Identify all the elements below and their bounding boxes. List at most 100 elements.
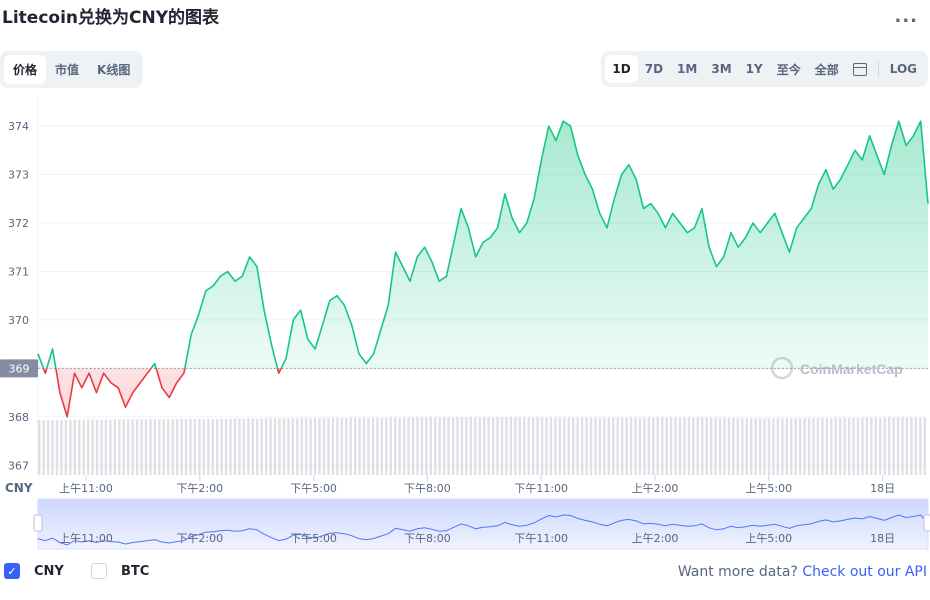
volume-bar xyxy=(224,418,228,475)
range-1m[interactable]: 1M xyxy=(677,62,698,76)
volume-bar xyxy=(758,418,762,475)
volume-bar xyxy=(549,417,553,475)
data-point xyxy=(395,251,396,252)
navigator-tick-label: 上午2:00 xyxy=(632,532,679,545)
volume-bar xyxy=(887,417,891,475)
volume-bar xyxy=(247,418,250,475)
data-point xyxy=(482,242,483,243)
range-ytd[interactable]: 至今 xyxy=(776,62,801,77)
volume-bar xyxy=(856,417,860,475)
volume-bar xyxy=(732,417,735,475)
area-fill-down xyxy=(38,368,928,417)
volume-bar xyxy=(402,417,406,475)
data-point xyxy=(906,145,907,146)
volume-bar xyxy=(656,417,659,475)
data-point xyxy=(227,271,228,272)
data-point xyxy=(154,363,155,364)
y-tick-label: 373 xyxy=(8,169,29,182)
range-1d[interactable]: 1D xyxy=(605,55,638,83)
volume-bar xyxy=(674,417,677,475)
volume-bar xyxy=(852,417,855,475)
tab-market-cap[interactable]: 市值 xyxy=(55,63,80,77)
volume-bar xyxy=(892,417,895,475)
volume-bar xyxy=(647,417,651,475)
volume-bar xyxy=(629,417,633,475)
view-toggle: 价格 市值 K线图 xyxy=(0,51,144,88)
volume-bar xyxy=(300,418,303,475)
range-3m[interactable]: 3M xyxy=(711,62,732,76)
data-point xyxy=(745,237,746,238)
volume-bar xyxy=(91,419,94,475)
checkbox-checked-icon[interactable]: ✓ xyxy=(4,563,20,579)
navigator-line xyxy=(37,514,929,546)
data-point xyxy=(920,121,921,122)
volume-bar xyxy=(483,417,486,475)
data-point xyxy=(504,193,505,194)
api-link[interactable]: Check out our API xyxy=(802,564,927,580)
range-7d[interactable]: 7D xyxy=(644,62,664,76)
tab-price[interactable]: 价格 xyxy=(4,55,47,84)
volume-bar xyxy=(69,419,72,475)
volume-bar xyxy=(109,419,112,475)
data-point xyxy=(687,232,688,233)
data-point xyxy=(322,324,323,325)
data-point xyxy=(45,373,46,374)
tab-candlestick[interactable]: K线图 xyxy=(97,63,131,77)
volume-bar xyxy=(305,418,308,475)
volume-bar xyxy=(816,417,820,475)
data-point xyxy=(205,290,206,291)
data-point xyxy=(336,295,337,296)
legend-btc[interactable]: BTC xyxy=(91,563,149,579)
volume-bar xyxy=(162,419,165,475)
data-point xyxy=(541,159,542,160)
x-tick-label: 上午11:00 xyxy=(59,482,113,495)
volume-bar xyxy=(407,417,410,475)
range-all[interactable]: 全部 xyxy=(814,62,839,77)
checkbox-unchecked-icon[interactable] xyxy=(91,563,107,579)
volume-bar xyxy=(442,417,446,475)
volume-bar xyxy=(625,417,628,475)
data-point xyxy=(264,310,265,311)
volume-bar xyxy=(576,417,579,475)
volume-bar xyxy=(420,417,424,475)
volume-bar xyxy=(531,417,535,475)
data-point xyxy=(621,174,622,175)
volume-bar xyxy=(438,417,441,475)
volume-bar xyxy=(55,419,59,475)
volume-bar xyxy=(296,418,299,475)
volume-bar xyxy=(847,417,851,475)
data-point xyxy=(417,256,418,257)
volume-bar xyxy=(701,417,704,475)
data-point xyxy=(811,208,812,209)
y-tick-label: 371 xyxy=(8,265,29,278)
data-point xyxy=(125,407,126,408)
data-point xyxy=(840,179,841,180)
volume-bar xyxy=(144,419,148,475)
data-point xyxy=(533,198,534,199)
data-point xyxy=(657,213,658,214)
volume-bar xyxy=(158,419,161,475)
more-options-icon[interactable]: ... xyxy=(894,6,918,27)
data-point xyxy=(424,247,425,248)
data-point xyxy=(636,179,637,180)
calendar-button[interactable] xyxy=(846,55,874,83)
data-point xyxy=(249,256,250,257)
volume-bar xyxy=(233,418,237,475)
data-point xyxy=(570,125,571,126)
navigator-tick-label: 上午5:00 xyxy=(745,532,792,545)
volume-bar xyxy=(580,417,584,475)
volume-bar xyxy=(714,417,717,475)
data-point xyxy=(198,314,199,315)
legend-cny[interactable]: ✓ CNY xyxy=(4,563,64,579)
volume-bar xyxy=(825,417,829,475)
watermark-logo xyxy=(770,356,794,380)
legend-cny-label: CNY xyxy=(34,563,64,579)
volume-bar xyxy=(371,417,375,475)
range-1y[interactable]: 1Y xyxy=(745,62,763,76)
volume-bar xyxy=(585,417,588,475)
data-point xyxy=(679,222,680,223)
data-point xyxy=(439,281,440,282)
log-scale-button[interactable]: LOG xyxy=(889,62,917,76)
data-point xyxy=(446,276,447,277)
volume-bar xyxy=(198,418,201,475)
